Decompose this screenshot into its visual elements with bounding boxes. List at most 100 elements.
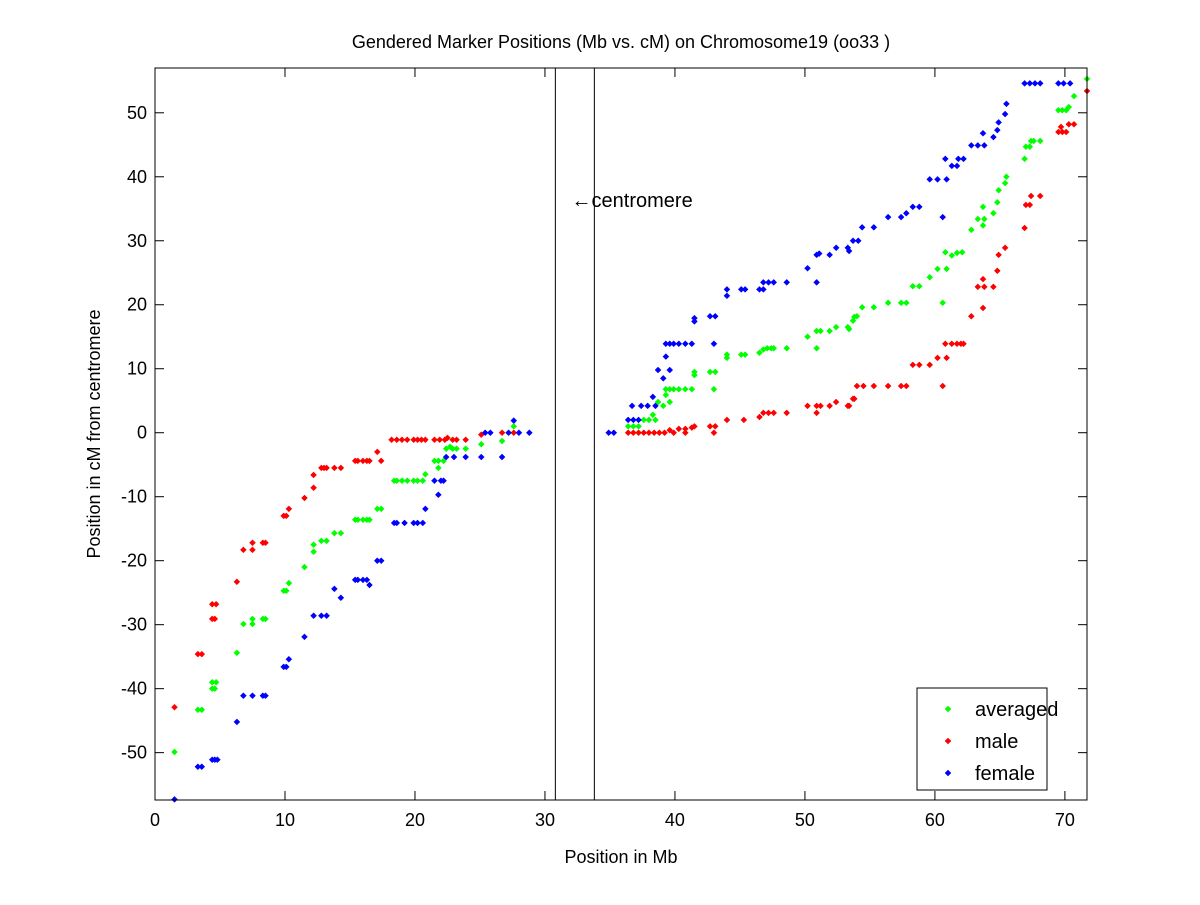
data-point-averaged bbox=[974, 215, 982, 223]
data-point-averaged bbox=[262, 615, 269, 623]
data-point-male bbox=[817, 402, 824, 410]
y-tick-label: 30 bbox=[127, 231, 147, 251]
data-point-female bbox=[249, 692, 256, 700]
data-point-averaged bbox=[967, 226, 975, 234]
data-point-female bbox=[710, 340, 718, 348]
data-point-male bbox=[832, 398, 840, 406]
data-point-averaged bbox=[211, 685, 219, 693]
data-point-male bbox=[675, 425, 683, 433]
data-point-male bbox=[974, 283, 982, 291]
data-point-male bbox=[740, 416, 748, 424]
data-point-female bbox=[1060, 80, 1067, 87]
data-point-male bbox=[285, 505, 293, 513]
data-point-male bbox=[850, 395, 858, 403]
data-point-averaged bbox=[212, 678, 220, 686]
data-point-averaged bbox=[337, 529, 345, 537]
data-point-female bbox=[435, 491, 442, 499]
plot-area-frame bbox=[154, 67, 1088, 801]
data-point-female bbox=[915, 203, 923, 211]
data-point-averaged bbox=[770, 344, 778, 352]
data-point-averaged bbox=[1001, 179, 1009, 187]
data-point-female bbox=[1001, 110, 1009, 118]
data-point-averaged bbox=[198, 706, 206, 714]
data-point-averaged bbox=[1070, 92, 1078, 100]
data-point-female bbox=[941, 155, 949, 163]
legend-marker-male bbox=[944, 737, 952, 745]
data-point-averaged bbox=[993, 199, 1001, 206]
data-point-female bbox=[681, 340, 689, 348]
data-point-male bbox=[211, 615, 219, 623]
data-point-male bbox=[960, 340, 967, 348]
data-point-male bbox=[670, 429, 677, 437]
data-point-averaged bbox=[666, 398, 674, 406]
data-point-averaged bbox=[649, 411, 657, 419]
data-point-averaged bbox=[662, 391, 670, 399]
data-point-female bbox=[610, 429, 618, 437]
data-point-male bbox=[845, 402, 853, 410]
data-point-averaged bbox=[331, 529, 338, 537]
data-point-averaged bbox=[980, 215, 988, 223]
data-point-averaged bbox=[403, 477, 411, 485]
data-point-averaged bbox=[681, 385, 689, 393]
data-point-female bbox=[635, 416, 642, 424]
legend-marker-averaged bbox=[944, 705, 952, 713]
data-point-female bbox=[262, 692, 269, 700]
data-point-male bbox=[1057, 123, 1065, 131]
data-point-male bbox=[710, 429, 718, 437]
data-point-male bbox=[462, 436, 470, 444]
data-point-female bbox=[960, 155, 967, 163]
data-point-female bbox=[310, 612, 317, 620]
y-tick-label: 50 bbox=[127, 103, 147, 123]
data-point-male bbox=[377, 457, 385, 465]
data-point-male bbox=[770, 409, 778, 417]
series-averaged bbox=[171, 75, 1091, 756]
data-point-averaged bbox=[435, 464, 442, 472]
data-point-male bbox=[240, 546, 247, 554]
data-point-female bbox=[974, 142, 982, 149]
data-point-male bbox=[171, 703, 178, 711]
data-point-female bbox=[526, 429, 533, 437]
data-point-female bbox=[675, 340, 683, 348]
data-point-female bbox=[688, 340, 696, 348]
data-point-averaged bbox=[249, 615, 256, 623]
data-point-male bbox=[1026, 201, 1034, 209]
data-point-female bbox=[804, 264, 811, 272]
data-point-averaged bbox=[832, 323, 840, 331]
data-point-female bbox=[285, 655, 293, 663]
data-point-female bbox=[301, 633, 308, 641]
data-point-female bbox=[214, 756, 221, 764]
data-point-male bbox=[681, 429, 689, 437]
data-point-averaged bbox=[858, 303, 866, 311]
x-tick-label: 40 bbox=[665, 810, 685, 830]
data-point-averaged bbox=[845, 325, 853, 333]
data-point-averaged bbox=[453, 445, 460, 453]
data-point-male bbox=[909, 361, 917, 369]
legend: averaged male female bbox=[916, 687, 1058, 791]
data-point-male bbox=[979, 304, 987, 312]
data-point-female bbox=[1066, 80, 1074, 87]
data-point-male bbox=[366, 457, 373, 465]
data-point-female bbox=[909, 203, 917, 211]
data-point-averaged bbox=[979, 222, 987, 229]
data-point-averaged bbox=[711, 368, 719, 376]
data-point-averaged bbox=[1003, 173, 1010, 181]
data-point-averaged bbox=[282, 587, 290, 595]
data-point-female bbox=[422, 505, 429, 513]
data-point-male bbox=[262, 539, 269, 547]
data-point-female bbox=[902, 209, 910, 217]
data-point-averaged bbox=[1030, 137, 1038, 145]
data-point-averaged bbox=[958, 248, 966, 256]
data-point-averaged bbox=[1065, 103, 1073, 111]
data-point-averaged bbox=[688, 385, 696, 393]
legend-box bbox=[916, 687, 1048, 791]
data-point-female bbox=[654, 366, 662, 374]
data-point-male bbox=[1070, 120, 1078, 128]
data-point-averaged bbox=[310, 541, 317, 549]
data-point-male bbox=[967, 312, 975, 320]
data-point-averaged bbox=[498, 437, 506, 445]
data-point-male bbox=[444, 434, 451, 442]
data-point-female bbox=[440, 477, 447, 485]
data-point-female bbox=[366, 581, 373, 589]
data-point-female bbox=[759, 286, 767, 293]
data-point-male bbox=[666, 426, 674, 434]
